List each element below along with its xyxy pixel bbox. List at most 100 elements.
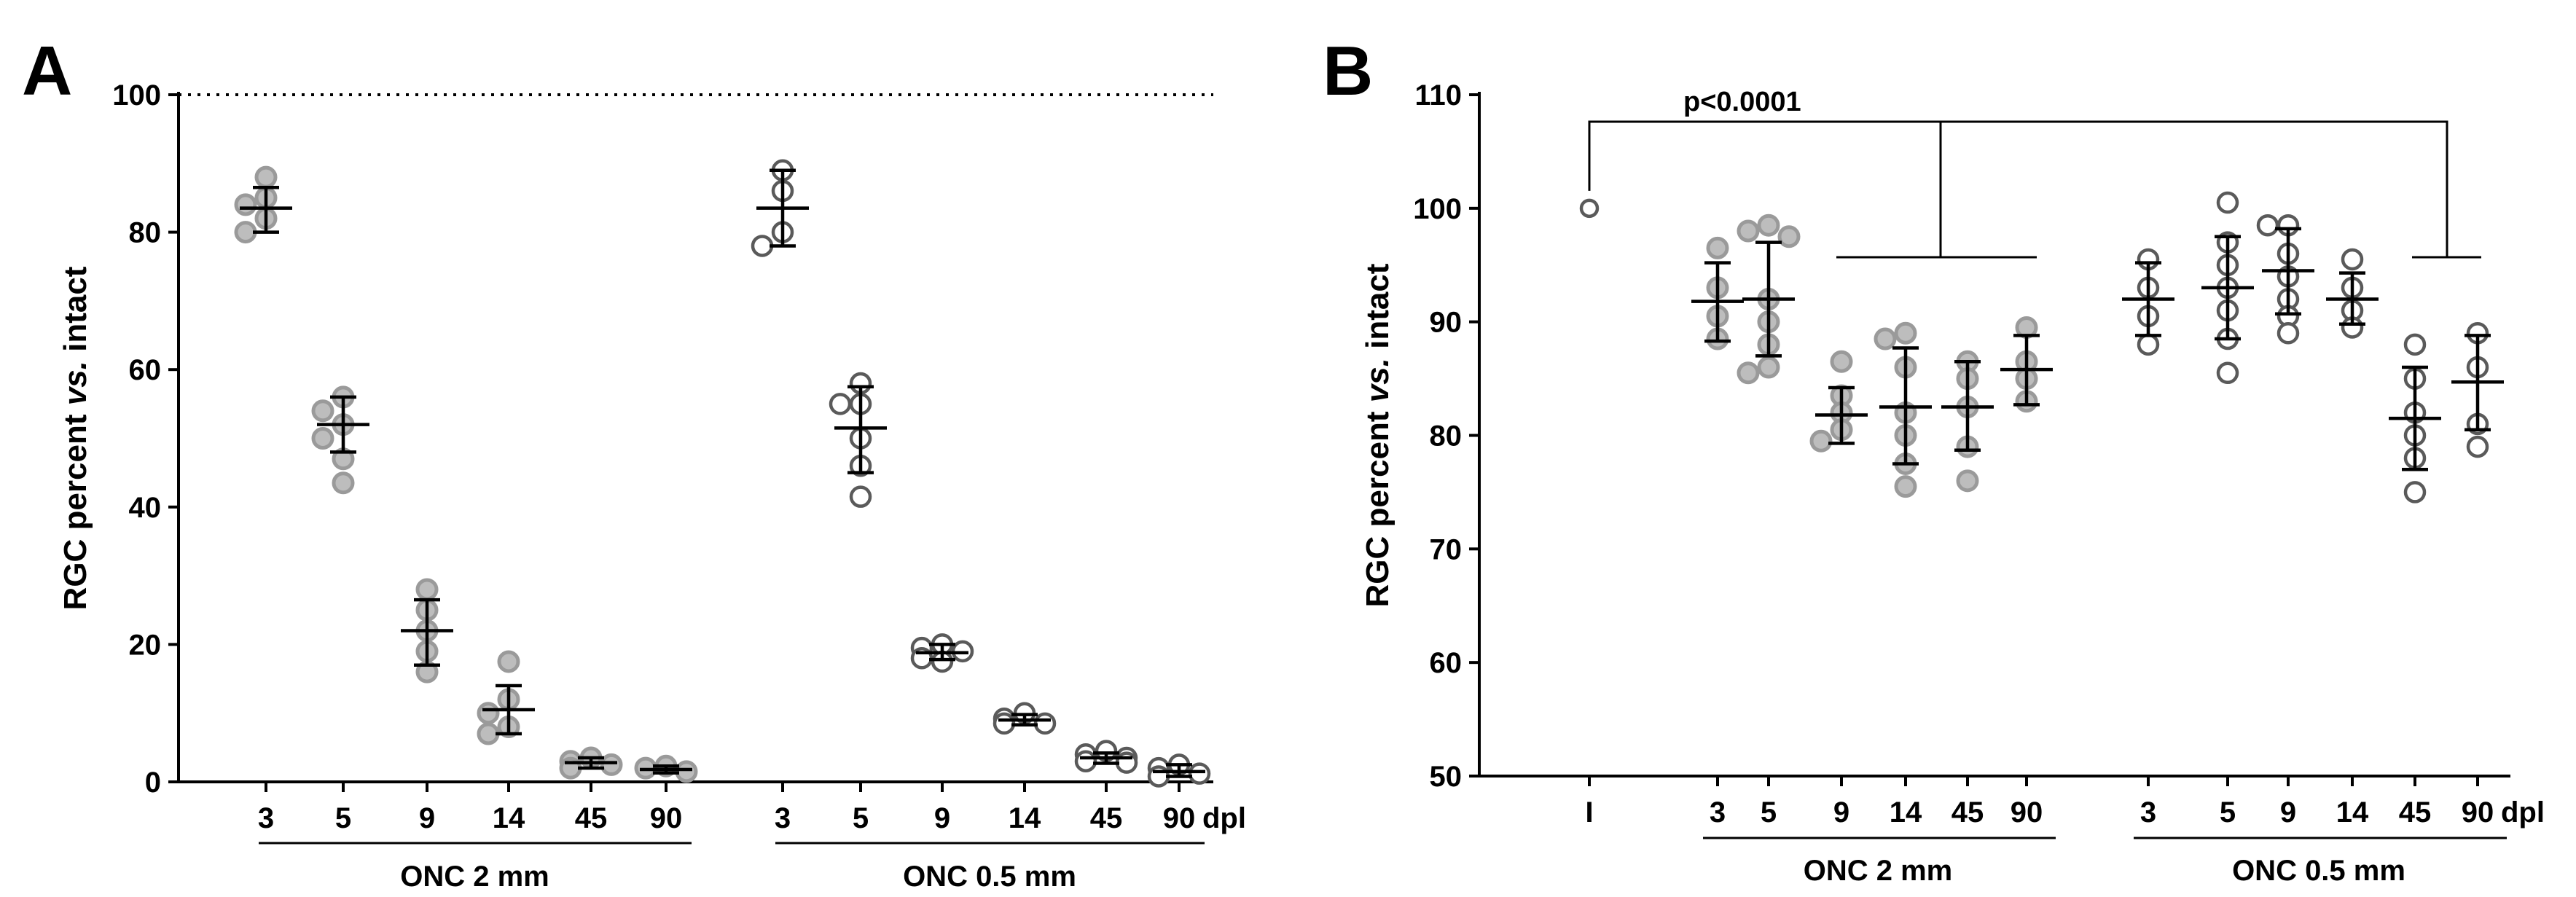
y-axis-title-part: intact [58,266,93,361]
y-axis-title-part: RGC percent [58,405,93,610]
x-tick-label: 45 [575,802,608,834]
y-tick-label: 40 [129,492,162,524]
x-tick-label: 45 [1951,796,1984,829]
data-point [751,235,774,257]
x-tick-label: 14 [2336,796,2369,829]
data-point [829,393,852,415]
data-point [1830,350,1853,373]
x-tick-label: 9 [419,802,435,834]
panel-a-letter: A [22,32,72,110]
data-point [1757,214,1780,237]
x-tick-label: 90 [2462,796,2494,829]
x-tick-label: 3 [258,802,274,834]
data-point [2137,333,2160,356]
x-tick-label: I [1585,796,1593,829]
data-point [1757,356,1780,379]
data-point [1737,219,1760,243]
x-tick-label: 9 [2280,796,2296,829]
x-tick-label: 45 [1090,802,1123,834]
data-point [2403,481,2427,504]
y-axis-title: RGC percent vs. intact [58,266,93,610]
data-point [1737,361,1760,385]
y-tick-label: 90 [1430,307,1463,339]
panel-a-chart: 0 20 40 60 80 100 RGC percent vs. intact 3 5 9 14 4… [58,79,1246,893]
x-tick-label: 90 [1163,802,1196,834]
x-tick-label: 5 [2220,796,2236,829]
data-point [1188,762,1211,785]
data-point [600,753,623,776]
data-point [497,650,520,673]
x-tick-label: 14 [1009,802,1041,834]
data-point [1894,475,1917,498]
data-point [1074,750,1097,772]
x-tick-label: 3 [775,802,791,834]
y-axis-title: RGC percent vs. intact [1360,263,1395,607]
group-label: ONC 0.5 mm [2232,855,2405,887]
data-point [849,485,872,508]
x-tick-label: 5 [853,802,869,834]
y-axis-title-italic: vs. [58,361,93,405]
x-tick-label: 9 [934,802,950,834]
data-point [477,722,500,745]
data-point [675,760,698,783]
x-tick-label: 5 [1761,796,1777,829]
data-point [1579,198,1600,219]
x-tick-label: 90 [650,802,683,834]
x-unit-label: dpl [2501,796,2545,829]
group-label: ONC 0.5 mm [903,861,1076,893]
x-tick-label: 45 [2399,796,2432,829]
data-point [1874,327,1897,350]
y-axis-title-italic: vs. [1360,358,1395,402]
data-point [2216,191,2239,214]
x-unit-label: dpl [1202,802,1246,834]
data-point [1809,429,1833,453]
y-tick-label: 0 [145,767,161,799]
x-tick-label: 5 [335,802,351,834]
data-point [2466,435,2489,458]
data-point [1956,469,1979,493]
y-tick-label: 80 [1430,420,1463,453]
data-point [254,165,278,189]
y-axis-title-part: intact [1360,263,1395,358]
data-point [2276,322,2300,345]
group-label: ONC 2 mm [1804,855,1953,887]
data-point [1706,236,1729,259]
data-point [234,193,257,216]
panel-b-letter: B [1323,32,1373,110]
y-tick-label: 20 [129,629,162,661]
y-tick-label: 50 [1430,761,1463,793]
data-point [1115,751,1138,774]
y-tick-label: 110 [1414,79,1462,111]
y-tick-label: 100 [112,79,161,111]
data-point [311,399,334,423]
y-tick-label: 100 [1413,193,1462,225]
x-tick-label: 14 [1890,796,1922,829]
data-point [2216,361,2239,385]
y-tick-label: 60 [129,354,162,386]
data-point [993,712,1016,735]
significance-bracket [1588,120,2448,257]
group-label: ONC 2 mm [400,861,549,893]
y-tick-label: 80 [129,217,162,249]
data-point [332,471,355,495]
data-point [1033,712,1057,735]
data-point [477,702,500,725]
panel-b-chart: 50 60 70 80 90 100 110 RGC percent vs. intact I 3… [1360,79,2545,887]
p-value-annotation: p<0.0001 [1683,87,1801,117]
x-tick-label: 3 [1710,796,1726,829]
y-tick-label: 70 [1430,533,1463,565]
data-point [1777,225,1801,248]
data-point [2403,333,2427,356]
y-tick-label: 60 [1430,647,1463,679]
data-point [2256,214,2279,237]
data-point [311,427,334,450]
data-point [2341,248,2364,271]
x-tick-label: 9 [1833,796,1849,829]
data-point [234,221,257,244]
y-axis-title-part: RGC percent [1360,402,1395,607]
x-tick-label: 14 [493,802,525,834]
data-point [1894,321,1917,345]
data-point [415,578,439,601]
x-tick-label: 90 [2011,796,2043,829]
